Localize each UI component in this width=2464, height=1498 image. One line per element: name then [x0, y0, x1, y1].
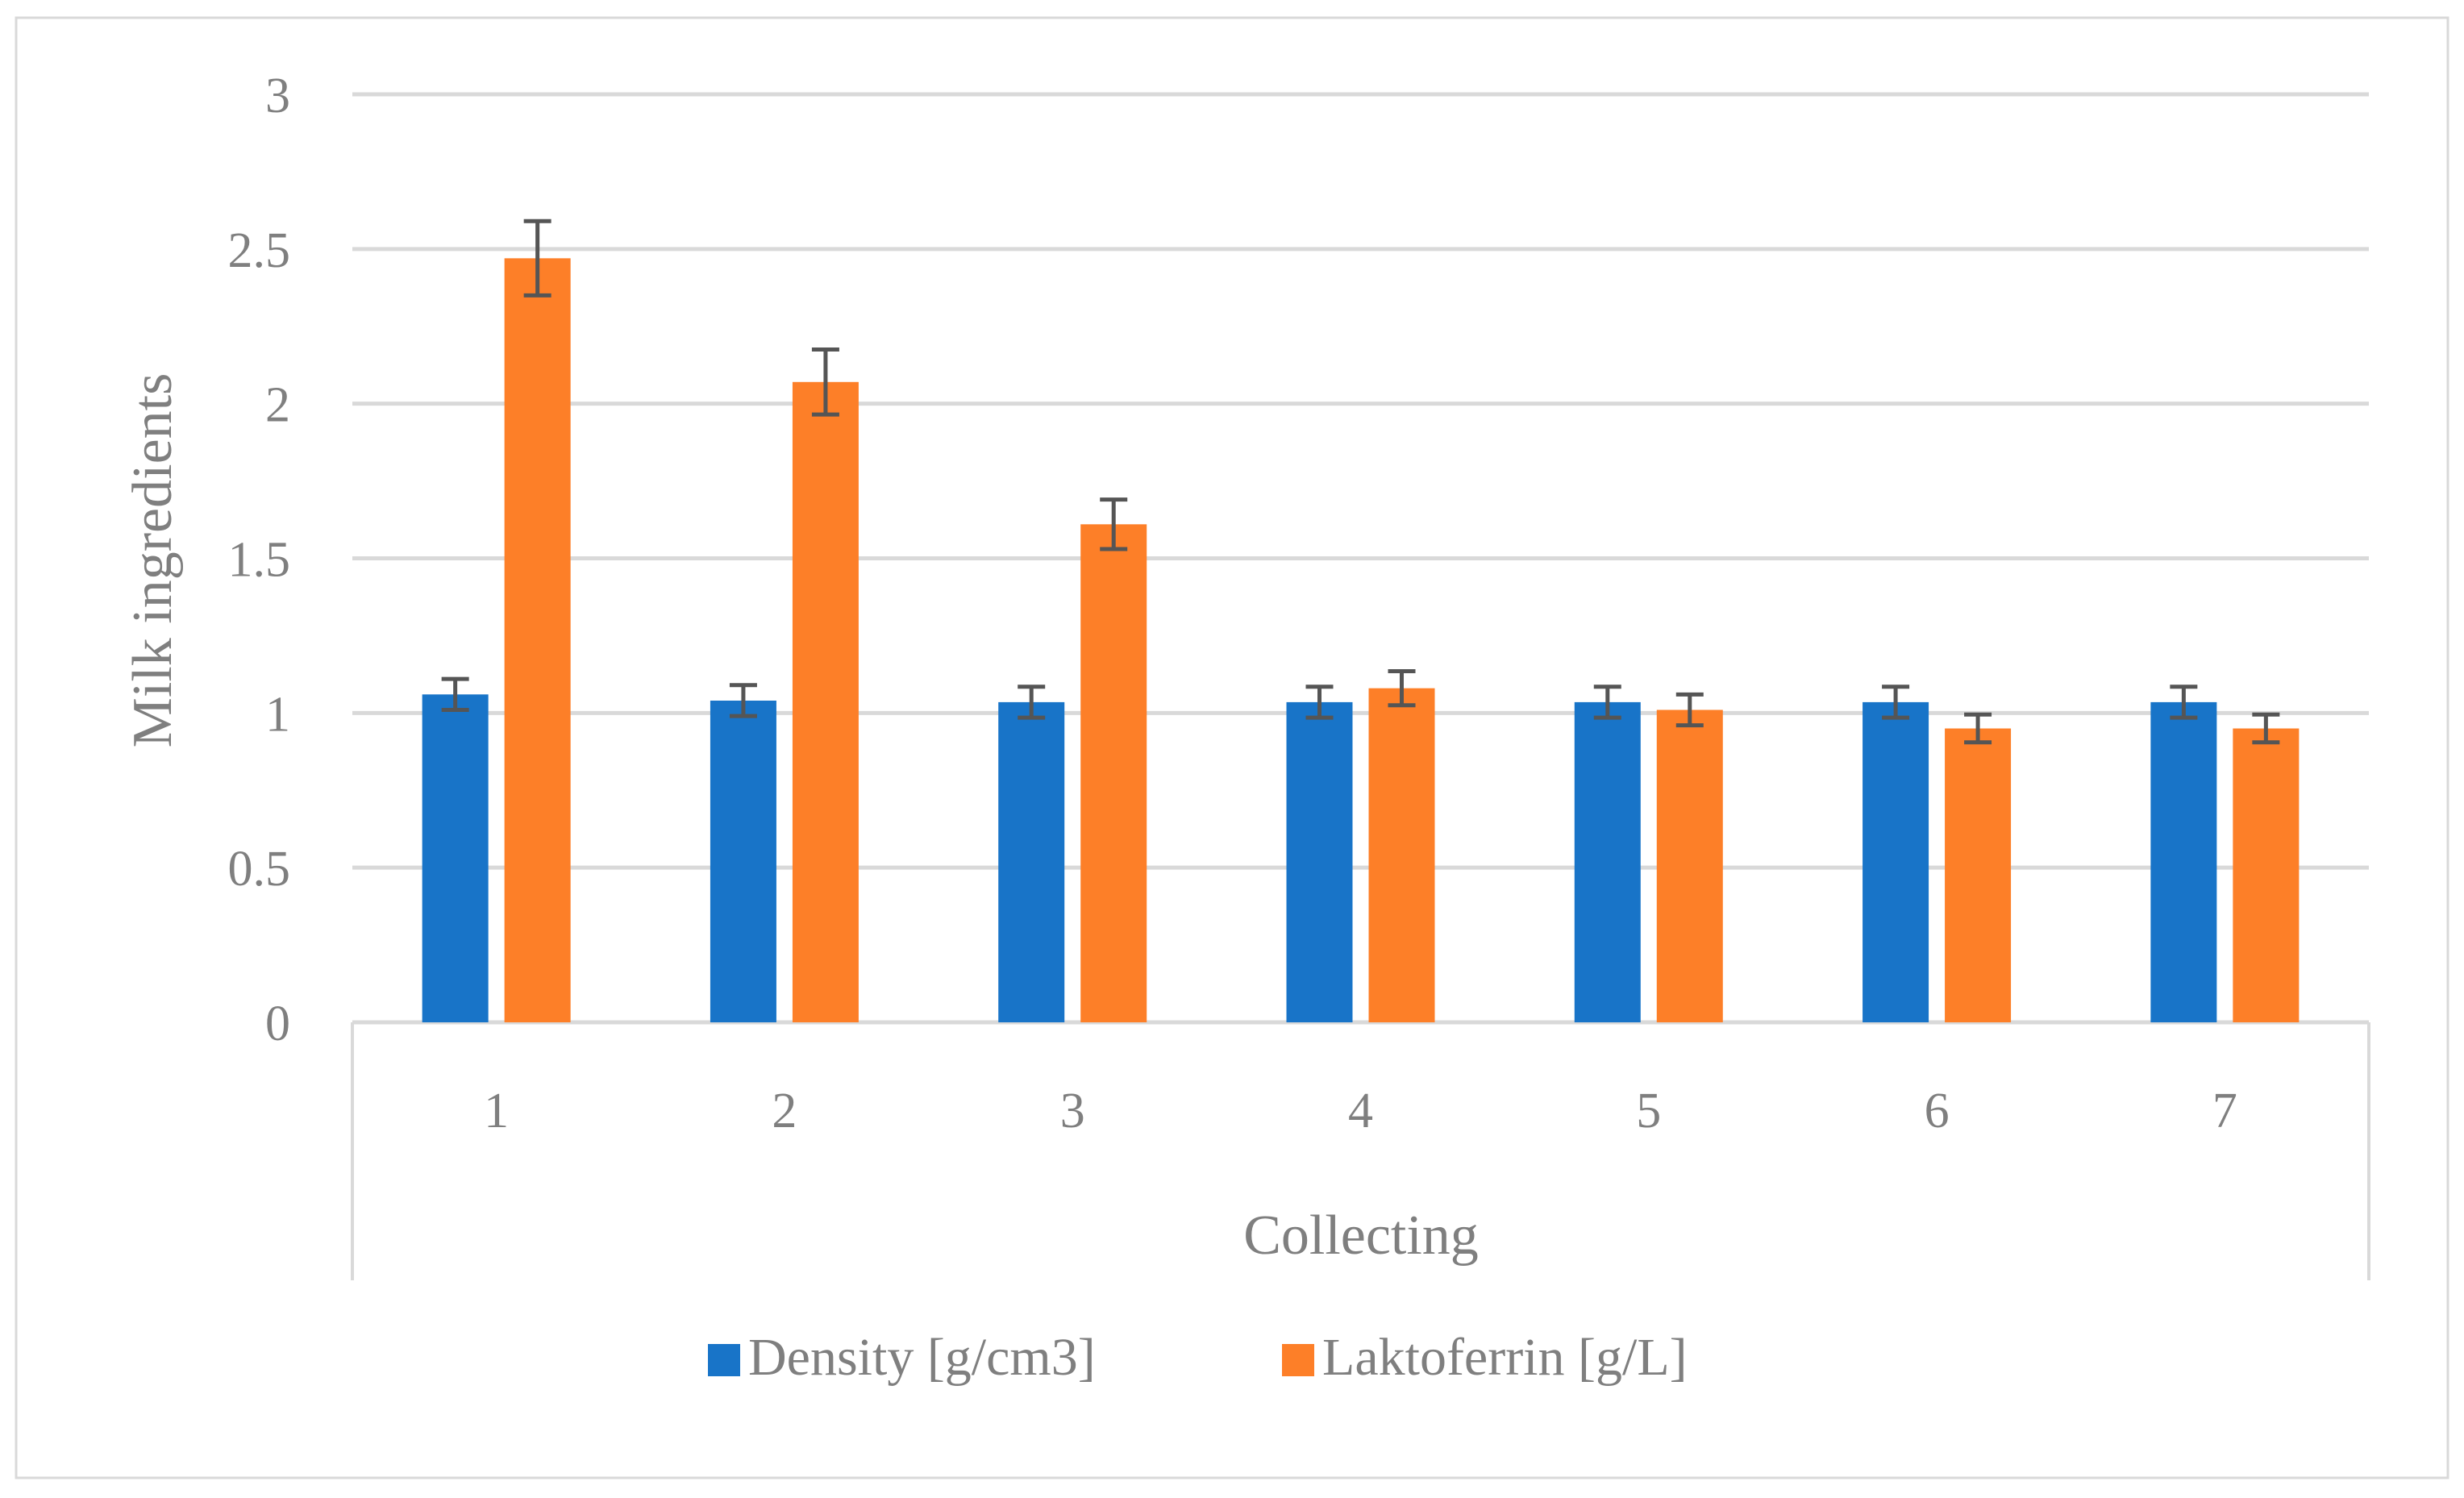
error-bar-density-7: [2170, 685, 2198, 720]
y-tick-label: 0.5: [228, 842, 291, 897]
x-tick-label: 5: [1636, 1084, 1661, 1138]
legend: Density [g/cm3] Laktoferrin [g/L]: [708, 1328, 1688, 1387]
error-bar-density-5: [1593, 685, 1621, 720]
y-tick-label: 2.5: [228, 223, 291, 278]
error-bar-laktoferrin-4: [1388, 669, 1416, 708]
legend-swatch: [708, 1344, 740, 1376]
x-tick-label: 2: [772, 1084, 797, 1138]
bar-density-2: [710, 700, 776, 1022]
bar-density-5: [1574, 701, 1641, 1022]
error-bar-density-4: [1305, 685, 1334, 720]
bar-laktoferrin-4: [1368, 688, 1435, 1022]
x-tick-labels: 1 2 3 4 5 6 7: [484, 1084, 2237, 1138]
gridlines: [352, 92, 2369, 870]
axes: [351, 1020, 2370, 1280]
y-tick-label: 3: [265, 69, 290, 123]
error-bar-laktoferrin-3: [1100, 497, 1128, 551]
bar-laktoferrin-3: [1080, 524, 1147, 1022]
bar-density-7: [2150, 701, 2217, 1022]
bar-density-6: [1863, 701, 1929, 1022]
y-tick-label: 2: [265, 378, 290, 433]
legend-label: Density [g/cm3]: [748, 1328, 1096, 1387]
error-bars: [441, 218, 2280, 745]
y-tick-label: 1: [265, 687, 290, 742]
error-bar-laktoferrin-7: [2252, 712, 2280, 745]
bar-laktoferrin-7: [2233, 728, 2300, 1022]
chart-border: [15, 16, 2449, 1479]
bar-laktoferrin-2: [792, 381, 859, 1022]
x-axis-label: Collecting: [1243, 1205, 1479, 1267]
x-tick-label: 7: [2212, 1084, 2237, 1138]
x-tick-label: 6: [1925, 1084, 1950, 1138]
bar-density-4: [1286, 701, 1353, 1022]
y-tick-labels: 0 0.5 1 1.5 2 2.5 3: [228, 69, 291, 1051]
x-tick-label: 3: [1060, 1084, 1085, 1138]
bar-density-1: [422, 694, 489, 1022]
x-tick-label: 4: [1348, 1084, 1373, 1138]
error-bar-density-6: [1882, 685, 1910, 720]
error-bar-laktoferrin-2: [811, 347, 839, 417]
error-bar-laktoferrin-6: [1964, 712, 1992, 745]
y-tick-label: 0: [265, 997, 290, 1051]
bar-density-3: [998, 701, 1065, 1022]
bar-laktoferrin-6: [1945, 728, 2012, 1022]
legend-item-laktoferrin: Laktoferrin [g/L]: [1282, 1328, 1688, 1387]
bar-laktoferrin-5: [1656, 709, 1723, 1022]
error-bar-density-3: [1018, 685, 1046, 720]
legend-label: Laktoferrin [g/L]: [1322, 1328, 1688, 1387]
error-bar-laktoferrin-1: [523, 218, 551, 298]
error-bar-laktoferrin-5: [1675, 692, 1704, 728]
legend-swatch: [1282, 1344, 1314, 1376]
bar-laktoferrin-1: [504, 258, 571, 1022]
error-bar-density-1: [441, 676, 469, 712]
error-bar-density-2: [729, 683, 757, 718]
x-tick-label: 1: [484, 1084, 509, 1138]
y-tick-label: 1.5: [228, 533, 291, 588]
y-axis-label: Milk ingredients: [122, 373, 184, 748]
bars: [422, 258, 2300, 1022]
legend-item-density: Density [g/cm3]: [708, 1328, 1096, 1387]
